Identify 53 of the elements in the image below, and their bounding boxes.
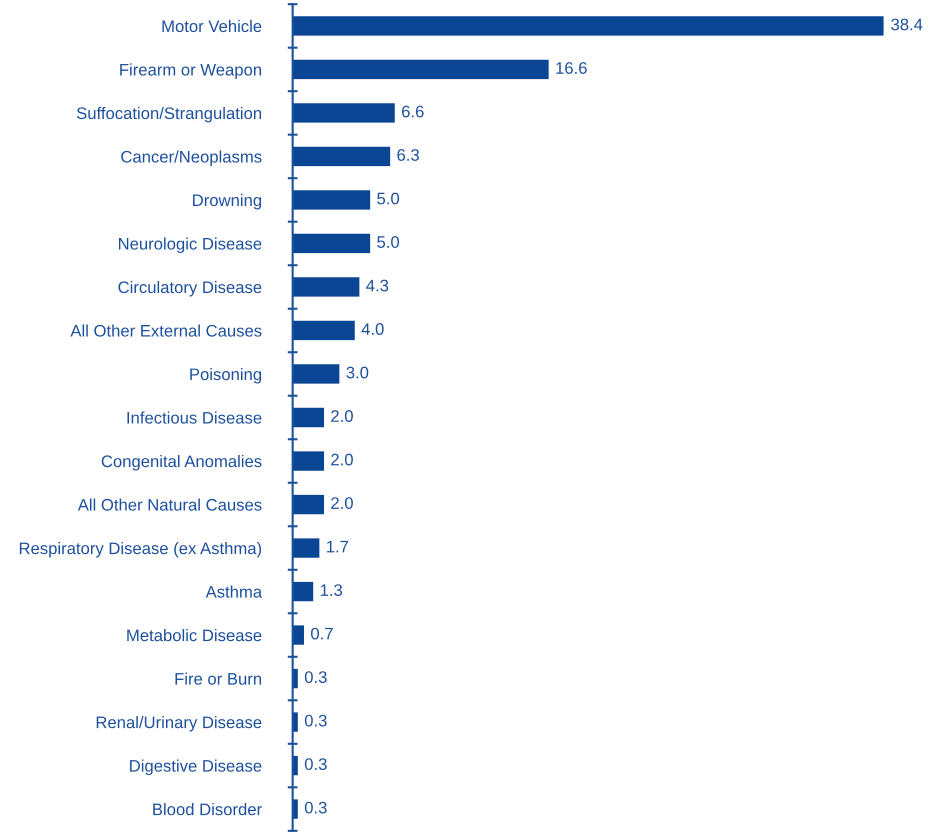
y-tick-label: Poisoning [190, 368, 262, 384]
data-label: 2.0 [331, 497, 353, 509]
bar [292, 190, 370, 210]
y-tick-label: Drowning [193, 194, 262, 210]
data-label: 0.7 [311, 628, 333, 640]
bar [292, 538, 320, 558]
y-tick-label: Metabolic Disease [127, 629, 262, 642]
bar [292, 60, 549, 80]
data-label: 2.0 [331, 454, 353, 466]
data-label: 0.3 [304, 758, 327, 770]
y-tick-label: Respiratory Disease (ex Asthma) [20, 542, 262, 558]
bar [292, 364, 340, 384]
y-tick-label: Motor Vehicle [162, 20, 262, 32]
bar [292, 582, 314, 602]
y-tick-label: All Other External Causes [70, 324, 262, 337]
y-tick-label: Circulatory Disease [118, 280, 262, 296]
y-tick-label: Digestive Disease [130, 760, 262, 776]
bar [292, 146, 390, 166]
bar [292, 625, 304, 645]
data-label: 4.3 [366, 280, 388, 292]
bar [292, 277, 360, 297]
bar [292, 234, 370, 254]
y-tick-label: Blood Disorder [153, 803, 262, 816]
y-tick-label: Congenital Anomalies [102, 454, 262, 471]
data-label: 0.3 [304, 671, 327, 684]
data-label: 38.4 [891, 18, 922, 30]
y-tick-label: Suffocation/Strangulation [76, 106, 262, 122]
data-label: 0.3 [304, 802, 327, 814]
data-label: 16.6 [556, 62, 587, 74]
data-label: 1.7 [327, 540, 348, 552]
bar [292, 494, 324, 514]
y-tick-label: Infectious Disease [127, 411, 262, 424]
y-tick-label: All Other Natural Causes [78, 498, 262, 511]
data-label: 1.3 [320, 584, 342, 596]
bar [292, 16, 884, 36]
data-label: 3.0 [346, 366, 368, 378]
bar [292, 408, 324, 428]
y-tick-label: Firearm or Weapon [120, 63, 262, 79]
data-label: 5.0 [377, 236, 400, 248]
data-label: 0.3 [304, 714, 327, 727]
y-tick-label: Cancer/Neoplasms [121, 150, 262, 166]
data-label: 6.3 [397, 149, 419, 161]
bar [292, 320, 355, 340]
y-tick-label: Neurologic Disease [118, 237, 262, 253]
y-tick-label: Fire or Burn [175, 672, 262, 685]
bar [292, 451, 324, 471]
data-label: 2.0 [331, 410, 353, 422]
y-tick-label: Asthma [206, 585, 262, 598]
data-label: 5.0 [377, 192, 400, 204]
data-label: 4.0 [362, 323, 384, 335]
y-tick-label: Renal/Urinary Disease [96, 716, 262, 732]
bar [292, 103, 395, 123]
data-label: 6.6 [402, 106, 424, 118]
